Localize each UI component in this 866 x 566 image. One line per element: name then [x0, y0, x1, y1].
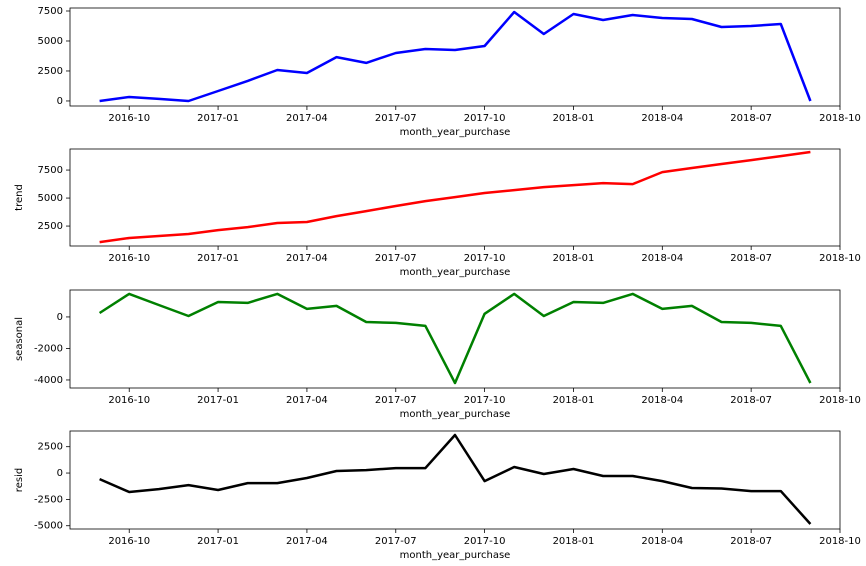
x-tick-label: 2017-01 — [197, 536, 239, 547]
y-tick-label: 2500 — [38, 221, 63, 232]
x-axis-label: month_year_purchase — [400, 550, 511, 561]
y-axis-label: trend — [14, 184, 25, 211]
x-tick-label: 2016-10 — [108, 395, 150, 406]
x-tick-label: 2018-10 — [819, 536, 861, 547]
x-tick-label: 2018-01 — [553, 113, 595, 124]
x-tick-label: 2017-04 — [286, 395, 328, 406]
x-tick-label: 2018-01 — [553, 536, 595, 547]
y-tick-label: 7500 — [38, 6, 63, 17]
y-tick-label: 0 — [57, 312, 63, 323]
plot-frame — [69, 148, 841, 247]
line — [99, 150, 811, 244]
x-tick-label: 2018-04 — [641, 113, 683, 124]
x-tick-label: 2018-07 — [730, 395, 772, 406]
x-tick-label: 2018-10 — [819, 395, 861, 406]
x-tick-label: 2017-10 — [464, 113, 506, 124]
x-tick-label: 2018-07 — [730, 113, 772, 124]
y-tick-label: -5000 — [34, 521, 63, 532]
plot-frame — [69, 289, 841, 389]
y-tick-label: -2000 — [34, 343, 63, 354]
x-tick-label: 2017-04 — [286, 253, 328, 264]
line — [98, 292, 812, 385]
line — [99, 433, 812, 525]
x-tick-label: 2016-10 — [108, 253, 150, 264]
x-tick-label: 2018-07 — [730, 536, 772, 547]
x-axis-label: month_year_purchase — [400, 127, 511, 138]
plot-frame — [69, 430, 841, 530]
x-tick-label: 2018-04 — [641, 536, 683, 547]
x-tick-label: 2017-04 — [286, 113, 328, 124]
x-axis-label: month_year_purchase — [400, 267, 511, 278]
x-tick-label: 2017-10 — [464, 536, 506, 547]
y-tick-label: 5000 — [38, 36, 63, 47]
y-tick-label: 0 — [57, 96, 63, 107]
x-tick-label: 2017-10 — [464, 253, 506, 264]
x-tick-label: 2018-01 — [553, 395, 595, 406]
x-tick-label: 2018-07 — [730, 253, 772, 264]
y-tick-label: 7500 — [38, 165, 63, 176]
y-axis-label: resid — [14, 468, 25, 492]
x-tick-label: 2017-01 — [197, 395, 239, 406]
x-tick-label: 2018-04 — [641, 395, 683, 406]
y-tick-label: 5000 — [38, 193, 63, 204]
x-axis-label: month_year_purchase — [400, 409, 511, 420]
y-tick-label: 2500 — [38, 66, 63, 77]
y-tick-label: 0 — [57, 468, 63, 479]
x-tick-label: 2018-04 — [641, 253, 683, 264]
x-tick-label: 2017-01 — [197, 253, 239, 264]
x-tick-label: 2017-10 — [464, 395, 506, 406]
x-tick-label: 2016-10 — [108, 113, 150, 124]
x-tick-label: 2017-07 — [375, 536, 417, 547]
x-tick-label: 2016-10 — [108, 536, 150, 547]
plot-frame — [69, 7, 841, 107]
x-tick-label: 2017-07 — [375, 395, 417, 406]
x-tick-label: 2017-07 — [375, 253, 417, 264]
x-tick-label: 2018-10 — [819, 253, 861, 264]
x-tick-label: 2018-01 — [553, 253, 595, 264]
x-tick-label: 2017-07 — [375, 113, 417, 124]
y-axis-label: seasonal — [14, 317, 25, 361]
x-tick-label: 2017-04 — [286, 536, 328, 547]
line — [99, 10, 812, 103]
x-tick-label: 2018-10 — [819, 113, 861, 124]
x-tick-label: 2017-01 — [197, 113, 239, 124]
y-tick-label: -4000 — [34, 375, 63, 386]
y-tick-label: 2500 — [38, 442, 63, 453]
y-tick-label: -2500 — [34, 494, 63, 505]
